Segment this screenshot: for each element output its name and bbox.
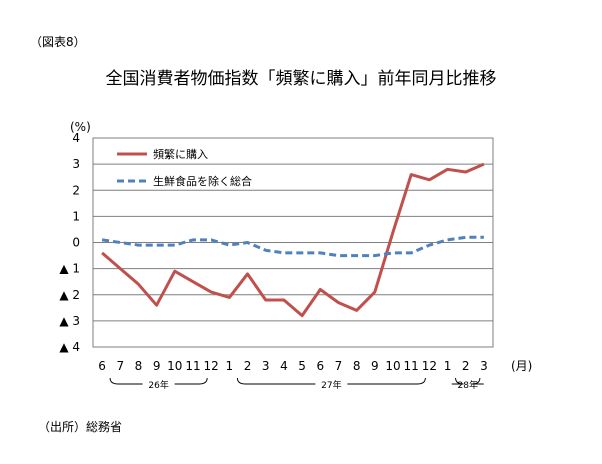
x-tick-label: 4	[280, 359, 288, 373]
y-tick-label: ▲ 3	[59, 314, 80, 328]
x-tick-label: 2	[462, 359, 470, 373]
x-tick-label: 5	[298, 359, 306, 373]
series-line-1	[101, 162, 485, 318]
x-tick-label: 10	[167, 359, 182, 373]
y-tick-label: ▲ 2	[59, 288, 80, 302]
y-tick-label: 1	[72, 209, 80, 223]
y-tick-label: 2	[72, 183, 80, 197]
x-axis-unit-label: (月)	[511, 359, 532, 373]
y-tick-label: ▲ 1	[59, 262, 80, 276]
source-note: （出所）総務省	[38, 420, 123, 434]
x-tick-label: 3	[480, 359, 488, 373]
legend-label: 頻繁に購入	[153, 147, 208, 161]
x-tick-label: 3	[262, 359, 270, 373]
x-tick-label: 6	[98, 359, 106, 373]
year-group-label: 26年	[148, 379, 168, 391]
x-tick-label: 10	[385, 359, 400, 373]
x-tick-label: 12	[422, 359, 437, 373]
legend-label: 生鮮食品を除く総合	[153, 174, 252, 188]
grid-lines	[93, 137, 493, 348]
year-bracket	[236, 377, 426, 385]
x-tick-label: 6	[316, 359, 324, 373]
x-tick-label: 9	[371, 359, 379, 373]
axes	[92, 137, 494, 348]
y-tick-label: 0	[72, 236, 80, 250]
x-tick-label: 8	[135, 359, 143, 373]
chart-title: 全国消費者物価指数「頻繁に購入」前年同月比推移	[105, 69, 497, 89]
x-tick-label: 1	[444, 359, 452, 373]
year-group-label: 27年	[321, 379, 341, 391]
x-tick-label: 2	[244, 359, 252, 373]
x-tick-label: 1	[226, 359, 234, 373]
x-tick-label: 12	[204, 359, 219, 373]
figure-label: （図表8）	[30, 35, 86, 49]
y-tick-label: 3	[72, 157, 80, 171]
x-tick-label: 9	[153, 359, 161, 373]
x-tick-label: 7	[335, 359, 343, 373]
y-tick-label: ▲ 4	[59, 340, 80, 354]
series-lines	[101, 162, 485, 318]
x-tick-label: 8	[353, 359, 361, 373]
year-bracket	[109, 377, 208, 385]
x-tick-label: 11	[185, 359, 200, 373]
x-tick-label: 11	[404, 359, 419, 373]
x-tick-label: 7	[116, 359, 124, 373]
year-group-label: 28年	[458, 379, 478, 391]
series-line-2	[101, 235, 484, 258]
y-tick-label: 4	[72, 131, 80, 145]
year-bracket	[451, 377, 484, 385]
y-axis-unit-label: (%)	[70, 120, 91, 134]
plot-area-border	[92, 137, 494, 348]
